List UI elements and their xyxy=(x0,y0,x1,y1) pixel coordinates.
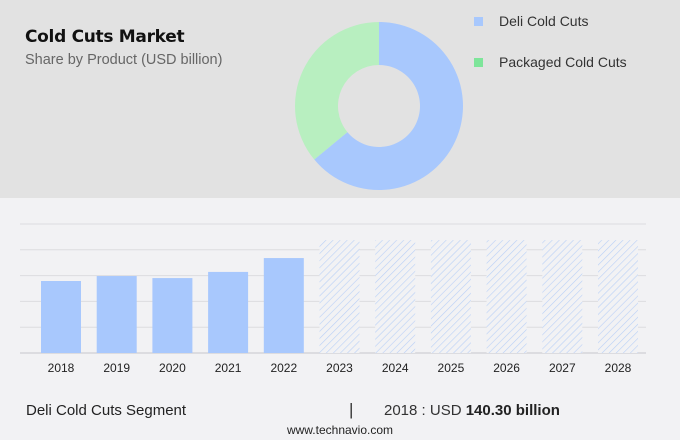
x-tick-label: 2021 xyxy=(215,361,242,375)
website-link[interactable]: www.technavio.com xyxy=(286,423,394,437)
segment-value-amount: 140.30 billion xyxy=(465,402,560,419)
bar-2018 xyxy=(41,281,81,353)
x-tick-label: 2027 xyxy=(549,361,576,375)
bar-2021 xyxy=(208,271,249,353)
legend-swatch-packaged xyxy=(474,57,483,67)
x-tick-label: 2018 xyxy=(48,361,75,375)
bar-2020 xyxy=(152,278,193,353)
x-tick-label: 2025 xyxy=(438,361,465,375)
chart-title: Cold Cuts Market xyxy=(25,27,185,47)
x-tick-label: 2028 xyxy=(605,361,632,375)
segment-panel: 2018 2019 2020 2021 2022 2023 2024 2025 2026 2027… xyxy=(0,198,680,440)
x-tick-label: 2024 xyxy=(382,361,409,375)
forecast-bar-2027 xyxy=(542,240,583,353)
legend-item-deli: Deli Cold Cuts xyxy=(474,13,588,29)
forecast-bar-2028 xyxy=(598,240,638,353)
forecast-bar-2024 xyxy=(375,240,416,353)
bar-chart: 2018 2019 2020 2021 2022 2023 2024 2025 2026 2027… xyxy=(20,223,646,375)
donut-slice-deli xyxy=(314,22,463,190)
segment-value-prefix: 2018 : USD xyxy=(384,402,466,419)
forecast-bar-2023 xyxy=(319,240,360,353)
forecast-bar-2025 xyxy=(430,240,471,353)
legend-item-packaged: Packaged Cold Cuts xyxy=(474,54,627,70)
bar-2019 xyxy=(96,276,137,353)
x-tick-label: 2022 xyxy=(270,361,297,375)
legend-label: Deli Cold Cuts xyxy=(499,13,589,29)
segment-label: Deli Cold Cuts Segment xyxy=(26,402,187,419)
x-tick-label: 2026 xyxy=(493,361,520,375)
x-tick-label: 2020 xyxy=(159,361,186,375)
donut-chart xyxy=(294,22,463,190)
bar-2022 xyxy=(263,258,304,353)
donut-slice-packaged xyxy=(294,22,379,160)
footer-separator: | xyxy=(349,400,354,419)
share-panel: Cold Cuts Market Share by Product (USD b… xyxy=(0,0,680,198)
legend-label: Packaged Cold Cuts xyxy=(499,54,627,70)
chart-subtitle: Share by Product (USD billion) xyxy=(25,52,223,68)
x-tick-label: 2023 xyxy=(326,361,353,375)
x-tick-label: 2019 xyxy=(103,361,130,375)
forecast-bar-2026 xyxy=(486,240,527,353)
segment-value: 2018 : USD 140.30 billion xyxy=(384,402,560,419)
legend-swatch-deli xyxy=(474,16,483,26)
